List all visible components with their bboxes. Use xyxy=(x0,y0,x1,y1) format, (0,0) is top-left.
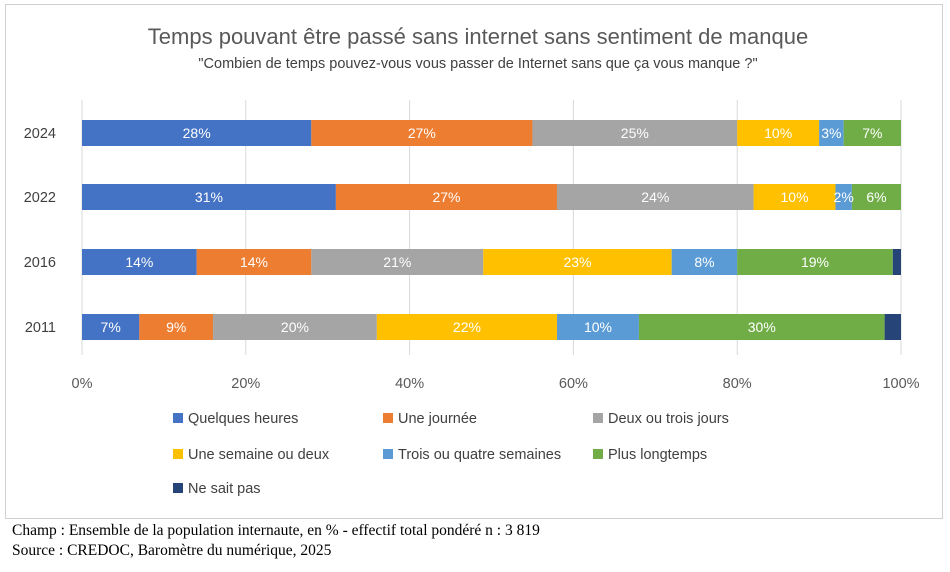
data-label: 6% xyxy=(866,189,886,205)
data-label: 30% xyxy=(748,319,776,335)
bar-segment xyxy=(892,249,901,275)
data-label: 21% xyxy=(383,254,411,270)
legend-label: Deux ou trois jours xyxy=(608,411,729,427)
data-label: 24% xyxy=(641,189,669,205)
x-tick-label: 80% xyxy=(723,376,752,392)
x-tick-label: 20% xyxy=(231,376,260,392)
legend-swatch xyxy=(593,449,603,459)
data-label: 25% xyxy=(621,125,649,141)
chart-frame: Temps pouvant être passé sans internet s… xyxy=(5,4,943,519)
bar-segment xyxy=(483,249,672,275)
y-category-label: 2016 xyxy=(24,255,56,271)
data-label: 19% xyxy=(801,254,829,270)
x-tick-label: 40% xyxy=(395,376,424,392)
bar-segment xyxy=(139,314,214,340)
data-label: 20% xyxy=(281,319,309,335)
bar-segment xyxy=(671,249,738,275)
chart-subtitle: "Combien de temps pouvez-vous vous passe… xyxy=(198,56,757,72)
bar-segment xyxy=(311,249,484,275)
y-axis-labels: 2024 2022 2016 2011 xyxy=(24,126,56,336)
data-label: 27% xyxy=(432,189,460,205)
bar-segment xyxy=(753,184,836,210)
data-label: 31% xyxy=(195,189,223,205)
data-labels: 28% 27% 25% 10% 3% 7% 31% 27% 24% 10% 2% 6% 14% 14% 21… xyxy=(101,125,887,335)
legend-label: Ne sait pas xyxy=(188,481,261,497)
data-label: 28% xyxy=(183,125,211,141)
legend-swatch xyxy=(593,413,603,423)
bar-segment xyxy=(335,184,558,210)
bar-segment xyxy=(843,120,901,146)
legend-swatch xyxy=(173,449,183,459)
bar-segment xyxy=(737,120,820,146)
bar-segment xyxy=(819,120,844,146)
footnote-champ: Champ : Ensemble de la population intern… xyxy=(12,522,540,539)
data-label: 10% xyxy=(584,319,612,335)
legend-swatch xyxy=(383,413,393,423)
legend-label: Trois ou quatre semaines xyxy=(398,447,561,463)
bar-segment xyxy=(311,120,533,146)
legend-swatch xyxy=(173,483,183,493)
data-label: 10% xyxy=(764,125,792,141)
bar-segment xyxy=(835,184,852,210)
data-label: 9% xyxy=(166,319,186,335)
bar-segment xyxy=(557,314,639,340)
x-tick-label: 100% xyxy=(882,376,919,392)
legend-swatch xyxy=(383,449,393,459)
legend-label: Une journée xyxy=(398,411,477,427)
data-label: 14% xyxy=(125,254,153,270)
legend-label: Une semaine ou deux xyxy=(188,447,330,463)
bar-segment xyxy=(532,120,738,146)
chart-title: Temps pouvant être passé sans internet s… xyxy=(148,24,808,49)
data-label: 10% xyxy=(781,189,809,205)
legend-label: Plus longtemps xyxy=(608,447,707,463)
x-tick-label: 60% xyxy=(559,376,588,392)
y-category-label: 2024 xyxy=(24,126,56,142)
y-category-label: 2011 xyxy=(25,320,56,336)
data-label: 27% xyxy=(408,125,436,141)
bar-segment xyxy=(196,249,312,275)
bar-segment xyxy=(557,184,754,210)
data-label: 14% xyxy=(240,254,268,270)
bar-segment xyxy=(638,314,885,340)
y-category-label: 2022 xyxy=(24,190,56,206)
data-label: 23% xyxy=(563,254,591,270)
data-label: 7% xyxy=(101,319,121,335)
bars xyxy=(82,120,901,340)
data-label: 7% xyxy=(862,125,882,141)
bar-segment xyxy=(376,314,558,340)
bar-segment xyxy=(82,184,336,210)
x-axis-labels: 0% 20% 40% 60% 80% 100% xyxy=(72,376,920,392)
legend-swatch xyxy=(173,413,183,423)
legend: Quelques heures Une journée Deux ou trois … xyxy=(173,411,729,497)
bar-segment xyxy=(82,120,312,146)
bar-segment xyxy=(737,249,893,275)
data-label: 3% xyxy=(821,125,841,141)
bar-segment xyxy=(82,249,197,275)
bar-segment xyxy=(851,184,901,210)
data-label: 22% xyxy=(453,319,481,335)
bar-segment xyxy=(884,314,901,340)
data-label: 8% xyxy=(694,254,714,270)
legend-label: Quelques heures xyxy=(188,411,298,427)
data-label: 2% xyxy=(834,189,854,205)
x-tick-label: 0% xyxy=(72,376,93,392)
footnote-source: Source : CREDOC, Baromètre du numérique,… xyxy=(12,542,332,559)
stacked-bar-chart: Temps pouvant être passé sans internet s… xyxy=(24,24,920,497)
bar-segment xyxy=(213,314,377,340)
bar-segment xyxy=(82,314,140,340)
